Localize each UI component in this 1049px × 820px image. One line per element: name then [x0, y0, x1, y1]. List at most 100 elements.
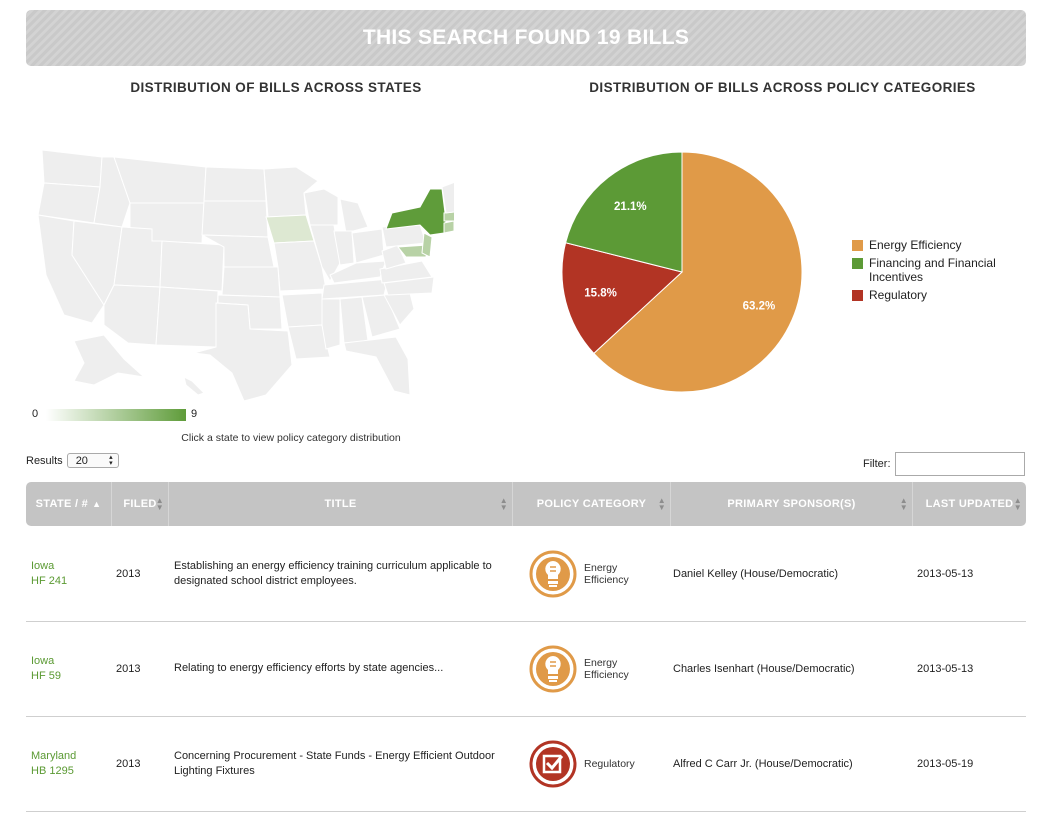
- sort-asc-icon: ▲: [92, 499, 102, 509]
- policy-category: Energy Efficiency: [523, 644, 671, 694]
- primary-sponsor: Alfred C Carr Jr. (House/Democratic): [673, 757, 853, 770]
- state-north-dakota[interactable]: [203, 166, 267, 202]
- state-link[interactable]: Iowa: [31, 559, 55, 572]
- pie-legend: Energy Efficiency Financing and Financia…: [852, 238, 1017, 306]
- last-updated: 2013-05-19: [917, 757, 974, 770]
- state-vermont-nh[interactable]: [441, 181, 454, 214]
- color-scale-bar: [46, 409, 186, 421]
- state-south-dakota[interactable]: [201, 200, 269, 238]
- state-michigan[interactable]: [339, 198, 369, 234]
- state-alaska[interactable]: [73, 334, 146, 386]
- legend-item-regulatory[interactable]: Regulatory: [852, 288, 1017, 302]
- state-iowa[interactable]: [265, 214, 315, 244]
- map-states[interactable]: [37, 149, 454, 402]
- column-label: POLICY CATEGORY: [536, 498, 647, 510]
- results-per-page-select[interactable]: 20 ▴ ▾: [66, 453, 119, 468]
- legend-label: Energy Efficiency: [869, 238, 962, 252]
- map-title: DISTRIBUTION OF BILLS ACROSS STATES: [130, 80, 422, 95]
- legend-item-energy-efficiency[interactable]: Energy Efficiency: [852, 238, 1017, 252]
- results-control: Results 20 ▴ ▾: [26, 453, 119, 468]
- state-louisiana[interactable]: [287, 324, 331, 360]
- state-indiana[interactable]: [333, 230, 355, 266]
- table-row[interactable]: Iowa HF 241 2013 Establishing an energy …: [26, 526, 1026, 622]
- state-texas[interactable]: [193, 302, 293, 402]
- state-west-virginia[interactable]: [381, 244, 407, 270]
- results-label: Results: [26, 454, 63, 467]
- filed-year: 2013: [116, 757, 141, 770]
- us-map[interactable]: [34, 145, 454, 405]
- filter-input[interactable]: [894, 452, 1025, 476]
- column-header-state[interactable]: STATE / # ▲: [26, 482, 112, 526]
- column-header-primary-sponsor[interactable]: PRIMARY SPONSOR(S) ▲ ▼: [671, 482, 913, 526]
- pie-slices[interactable]: [561, 151, 803, 393]
- policy-category: Energy Efficiency: [523, 549, 671, 599]
- state-virginia[interactable]: [379, 260, 433, 284]
- state-arkansas[interactable]: [281, 292, 323, 328]
- sort-icon: ▲ ▼: [1013, 496, 1022, 512]
- state-mississippi[interactable]: [321, 298, 341, 350]
- column-label: LAST UPDATED: [925, 498, 1014, 510]
- last-updated: 2013-05-13: [917, 567, 974, 580]
- column-header-last-updated[interactable]: LAST UPDATED ▲ ▼: [913, 482, 1026, 526]
- state-washington[interactable]: [41, 149, 103, 188]
- pie-slice-regulatory[interactable]: [561, 242, 684, 355]
- state-georgia[interactable]: [361, 294, 401, 338]
- legend-swatch: [852, 290, 863, 301]
- state-illinois[interactable]: [309, 224, 341, 283]
- column-label: TITLE: [324, 498, 357, 510]
- legend-label: Financing and Financial Incentives: [869, 256, 996, 284]
- pie-slice-label: 15.8%: [584, 288, 617, 300]
- pie-labels: 63.2% 15.8% 21.1%: [584, 201, 775, 313]
- lightbulb-icon: [529, 550, 577, 597]
- bill-link[interactable]: HB 1295: [31, 764, 74, 777]
- state-new-mexico[interactable]: [155, 286, 219, 348]
- column-label: PRIMARY SPONSOR(S): [727, 498, 856, 510]
- state-ohio[interactable]: [351, 228, 385, 264]
- state-new-jersey[interactable]: [421, 232, 433, 258]
- state-montana[interactable]: [113, 156, 207, 204]
- bill-link[interactable]: HF 241: [31, 574, 68, 587]
- table-row[interactable]: Iowa HF 59 2013 Relating to energy effic…: [26, 621, 1026, 717]
- scale-max-label: 9: [191, 408, 198, 420]
- sort-icon: ▲ ▼: [155, 496, 164, 512]
- legend-swatch: [852, 240, 863, 251]
- policy-pie-chart[interactable]: 63.2% 15.8% 21.1%: [560, 150, 810, 400]
- column-label: FILED: [123, 498, 157, 510]
- state-kansas[interactable]: [221, 266, 281, 298]
- state-florida[interactable]: [343, 336, 411, 396]
- bill-title: Relating to energy efficiency efforts by…: [174, 662, 444, 674]
- filed-year: 2013: [116, 567, 141, 580]
- column-header-policy-category[interactable]: POLICY CATEGORY ▲ ▼: [513, 482, 671, 526]
- state-hawaii[interactable]: [183, 376, 205, 396]
- pie-slice-energy-efficiency[interactable]: [593, 151, 803, 393]
- pie-title: DISTRIBUTION OF BILLS ACROSS POLICY CATE…: [589, 80, 976, 95]
- legend-swatch: [852, 258, 863, 269]
- checkbox-icon: [529, 740, 577, 787]
- filter-label: Filter:: [863, 458, 891, 470]
- pie-slice-financing-and-financial-incentives[interactable]: [565, 151, 683, 273]
- column-header-title[interactable]: TITLE ▲ ▼: [169, 482, 513, 526]
- category-label: Energy Efficiency: [584, 656, 629, 681]
- state-link[interactable]: Iowa: [31, 654, 55, 667]
- legend-item-financing[interactable]: Financing and Financial Incentives: [852, 256, 1017, 284]
- bill-title: Concerning Procurement - State Funds - E…: [174, 749, 495, 777]
- bill-link[interactable]: HF 59: [31, 669, 61, 682]
- map-hint: Click a state to view policy category di…: [181, 432, 401, 444]
- primary-sponsor: Daniel Kelley (House/Democratic): [673, 567, 839, 580]
- bill-title: Establishing an energy efficiency traini…: [174, 559, 492, 587]
- column-label: STATE / #: [35, 498, 89, 510]
- state-arizona[interactable]: [103, 284, 161, 346]
- primary-sponsor: Charles Isenhart (House/Democratic): [673, 662, 855, 675]
- sort-icon: ▲ ▼: [499, 496, 508, 512]
- state-massachusetts[interactable]: [443, 211, 454, 222]
- category-label: Regulatory: [584, 757, 635, 770]
- results-banner: THIS SEARCH FOUND 19 BILLS: [26, 10, 1026, 66]
- state-wisconsin[interactable]: [303, 188, 339, 226]
- state-link[interactable]: Maryland: [31, 749, 77, 762]
- state-maryland[interactable]: [397, 244, 429, 258]
- state-colorado[interactable]: [159, 240, 225, 292]
- state-connecticut[interactable]: [443, 220, 454, 234]
- column-header-filed[interactable]: FILED ▲ ▼: [112, 482, 169, 526]
- sort-icon: ▲ ▼: [899, 496, 908, 512]
- table-row[interactable]: Maryland HB 1295 2013 Concerning Procure…: [26, 716, 1026, 812]
